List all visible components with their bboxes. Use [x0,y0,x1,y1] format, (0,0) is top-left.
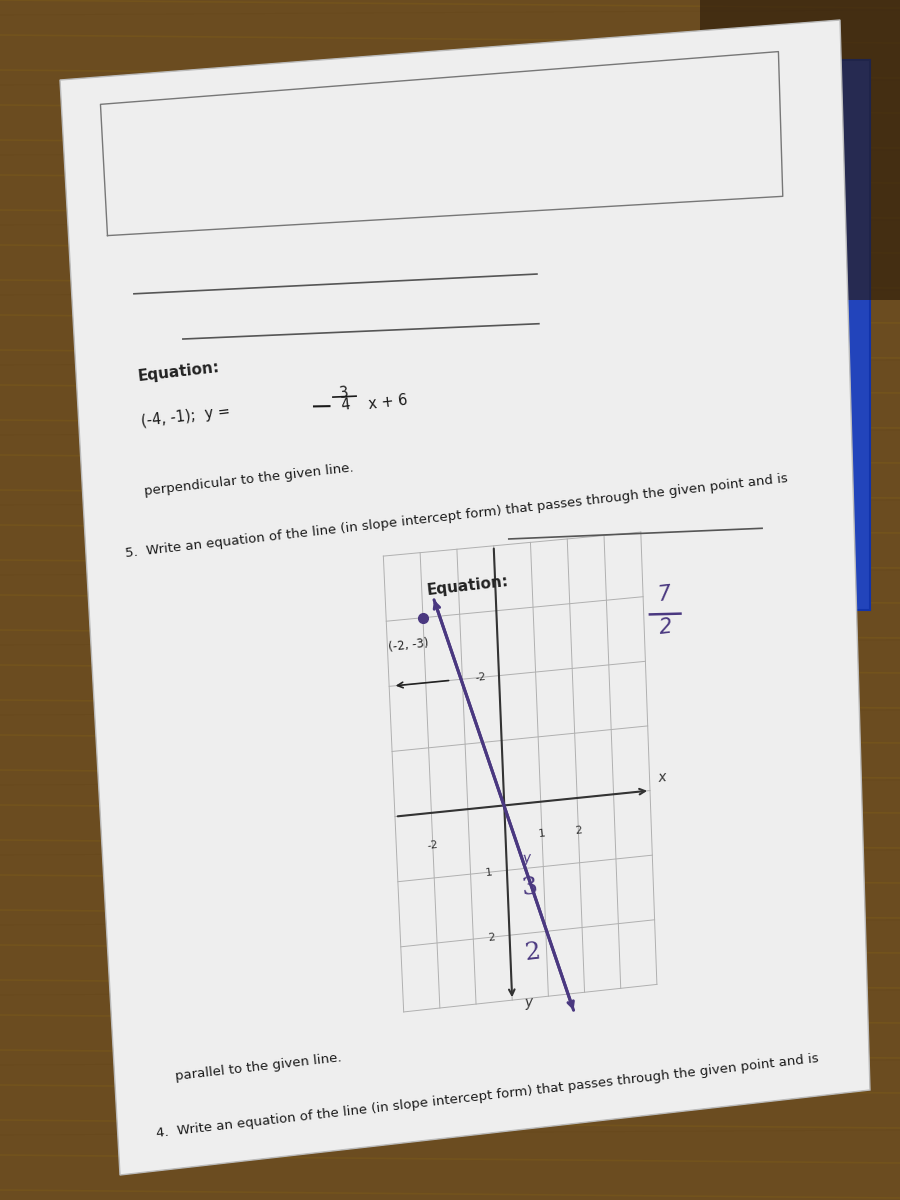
Text: x + 6: x + 6 [368,392,409,413]
Text: 3: 3 [338,385,349,401]
Text: 7: 7 [656,584,671,605]
Text: parallel to the given line.: parallel to the given line. [175,1051,343,1082]
Text: perpendicular to the given line.: perpendicular to the given line. [144,461,355,498]
Text: (-2, -3): (-2, -3) [388,636,429,654]
Text: x: x [657,770,667,785]
Text: 5.  Write an equation of the line (in slope intercept form) that passes through : 5. Write an equation of the line (in slo… [124,473,788,560]
Text: 4: 4 [340,397,351,414]
Text: (-4, -1);  y =: (-4, -1); y = [140,404,231,428]
Text: 2: 2 [574,824,582,835]
Text: 2: 2 [523,940,541,965]
Text: -2: -2 [427,840,439,851]
Bar [710,60,870,610]
Polygon shape [60,20,870,1175]
Bar [700,0,900,300]
Text: 1: 1 [485,866,493,877]
Text: 3: 3 [520,875,539,900]
Text: y: y [524,995,534,1009]
Text: 1: 1 [538,829,546,840]
Text: Equation:: Equation: [138,359,220,384]
Text: 4.  Write an equation of the line (in slope intercept form) that passes through : 4. Write an equation of the line (in slo… [155,1052,819,1140]
Text: 2: 2 [487,931,496,942]
Text: 2: 2 [658,617,674,637]
Text: y: y [522,851,531,866]
Text: Equation:: Equation: [426,574,509,598]
Text: -2: -2 [474,672,487,683]
